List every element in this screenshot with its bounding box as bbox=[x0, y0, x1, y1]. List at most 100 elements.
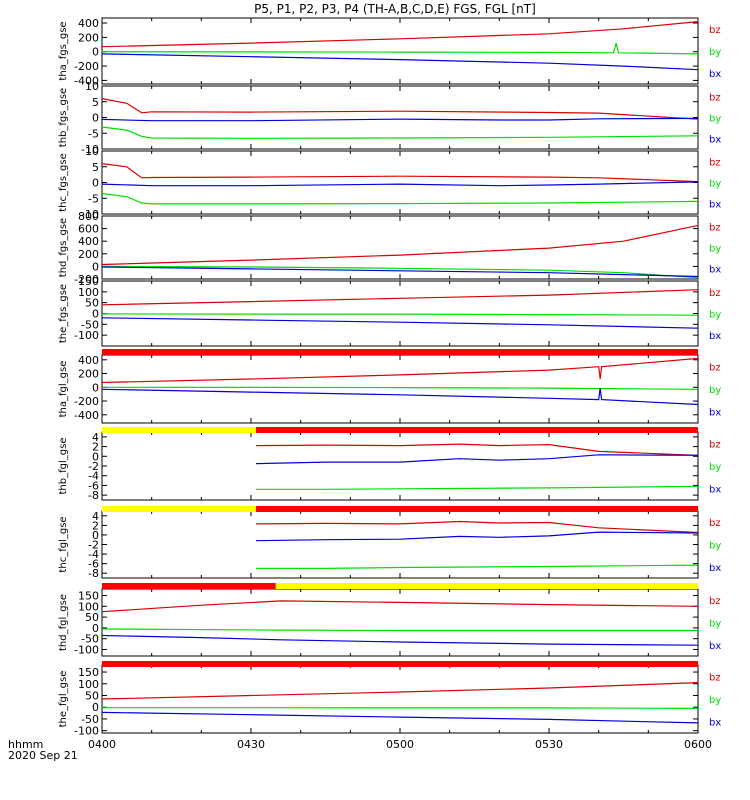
y-tick-label: 0 bbox=[92, 46, 99, 59]
legend-bz: bz bbox=[709, 596, 721, 607]
legend-bz: bz bbox=[709, 439, 721, 450]
series-line-bz bbox=[101, 682, 699, 700]
flag-segment-red bbox=[102, 661, 698, 667]
y-axis-label: thc_fgl_gse bbox=[58, 516, 69, 572]
y-tick-label: 150 bbox=[78, 666, 99, 679]
panel-frame bbox=[101, 664, 699, 734]
legend-by: by bbox=[709, 619, 721, 630]
y-tick-label: 100 bbox=[78, 678, 99, 691]
y-tick-label: 150 bbox=[78, 589, 99, 602]
series-line-by bbox=[101, 192, 699, 205]
y-axis-label: thb_fgs_gse bbox=[58, 88, 69, 147]
panel-frame bbox=[101, 85, 699, 150]
legend-bx: bx bbox=[709, 718, 721, 729]
legend-bx: bx bbox=[709, 200, 721, 211]
y-tick-label: -4 bbox=[88, 548, 99, 561]
legend-bx: bx bbox=[709, 135, 721, 146]
x-tick-label: 0530 bbox=[535, 738, 563, 751]
series-line-bz bbox=[101, 224, 699, 266]
y-tick-label: 0 bbox=[92, 701, 99, 714]
y-tick-label: 0 bbox=[92, 260, 99, 273]
y-tick-label: 10 bbox=[85, 145, 99, 158]
y-tick-label: 200 bbox=[78, 248, 99, 261]
panel-frame bbox=[101, 588, 699, 657]
y-tick-label: 4 bbox=[92, 510, 99, 523]
y-tick-label: 200 bbox=[78, 31, 99, 44]
y-tick-label: 0 bbox=[92, 622, 99, 635]
series-line-bz bbox=[101, 21, 699, 48]
flag-segment-red bbox=[102, 583, 276, 589]
x-tick-label: 0430 bbox=[237, 738, 265, 751]
y-axis-label: the_fgs_gse bbox=[58, 284, 69, 343]
panel-frame bbox=[101, 215, 699, 280]
y-tick-label: 800 bbox=[78, 210, 99, 223]
y-tick-label: -50 bbox=[81, 633, 99, 646]
series-line-bz bbox=[101, 98, 699, 120]
y-tick-label: -10 bbox=[81, 143, 99, 156]
legend-by: by bbox=[709, 462, 721, 473]
y-axis-label: thb_fgl_gse bbox=[58, 438, 69, 495]
panel-frame bbox=[101, 150, 699, 215]
legend-bz: bz bbox=[709, 672, 721, 683]
series-line-by bbox=[101, 628, 698, 632]
legend-bz: bz bbox=[709, 518, 721, 529]
series-line-bz bbox=[101, 289, 699, 306]
series-line-by bbox=[101, 313, 699, 316]
y-tick-label: 150 bbox=[78, 275, 99, 288]
series-line-bx bbox=[101, 266, 699, 278]
series-line-bz bbox=[255, 443, 699, 456]
series-line-bx bbox=[101, 317, 699, 329]
panel-thc_fgs_gse: -10 -5 0 5 10 thc_fgs_gse bz by bx bbox=[58, 145, 721, 221]
y-tick-label: 400 bbox=[78, 235, 99, 248]
y-tick-label: -100 bbox=[74, 644, 99, 657]
y-axis-label: tha_fgs_gse bbox=[58, 21, 69, 80]
y-tick-label: -50 bbox=[81, 318, 99, 331]
legend-bx: bx bbox=[709, 485, 721, 496]
series-line-bx bbox=[101, 181, 699, 187]
y-tick-label: -2 bbox=[88, 539, 99, 552]
flag-segment-yellow bbox=[275, 583, 698, 589]
y-tick-label: 400 bbox=[78, 17, 99, 30]
y-tick-label: 0 bbox=[92, 112, 99, 125]
x-tick-label: 0400 bbox=[88, 738, 116, 751]
legend-by: by bbox=[709, 179, 721, 190]
series-line-by bbox=[101, 386, 699, 390]
y-tick-label: -5 bbox=[88, 192, 99, 205]
y-tick-label: -200 bbox=[74, 395, 99, 408]
legend-bx: bx bbox=[709, 69, 721, 80]
y-tick-label: 50 bbox=[85, 611, 99, 624]
legend-bz: bz bbox=[709, 158, 721, 169]
y-tick-label: 100 bbox=[78, 286, 99, 299]
legend-bx: bx bbox=[709, 331, 721, 342]
series-line-bx bbox=[101, 53, 699, 71]
series-line-bx bbox=[101, 711, 699, 724]
legend-by: by bbox=[709, 114, 721, 125]
legend-by: by bbox=[709, 385, 721, 396]
legend-bz: bz bbox=[709, 25, 721, 36]
flag-bars-group bbox=[102, 349, 698, 667]
y-tick-label: 0 bbox=[92, 381, 99, 394]
panel-frame bbox=[101, 17, 699, 85]
y-tick-label: 100 bbox=[78, 600, 99, 613]
series-line-by bbox=[256, 564, 699, 570]
y-tick-label: 200 bbox=[78, 368, 99, 381]
legend-by: by bbox=[709, 541, 721, 552]
legend-bx: bx bbox=[709, 408, 721, 419]
y-tick-label: 600 bbox=[78, 223, 99, 236]
series-line-bx bbox=[101, 634, 699, 646]
y-axis-label: thd_fgl_gse bbox=[58, 594, 69, 651]
time-axis-group: 0400 0430 0500 0530 0600 bbox=[88, 738, 712, 751]
x-tick-label: 0500 bbox=[386, 738, 414, 751]
y-tick-label: -6 bbox=[88, 479, 99, 492]
legend-by: by bbox=[709, 47, 721, 58]
series-line-by bbox=[101, 265, 699, 279]
y-tick-label: -50 bbox=[81, 713, 99, 726]
y-tick-label: 0 bbox=[92, 529, 99, 542]
y-tick-label: 0 bbox=[92, 177, 99, 190]
panel-frame bbox=[101, 431, 699, 501]
flag-segment-red bbox=[255, 506, 698, 512]
